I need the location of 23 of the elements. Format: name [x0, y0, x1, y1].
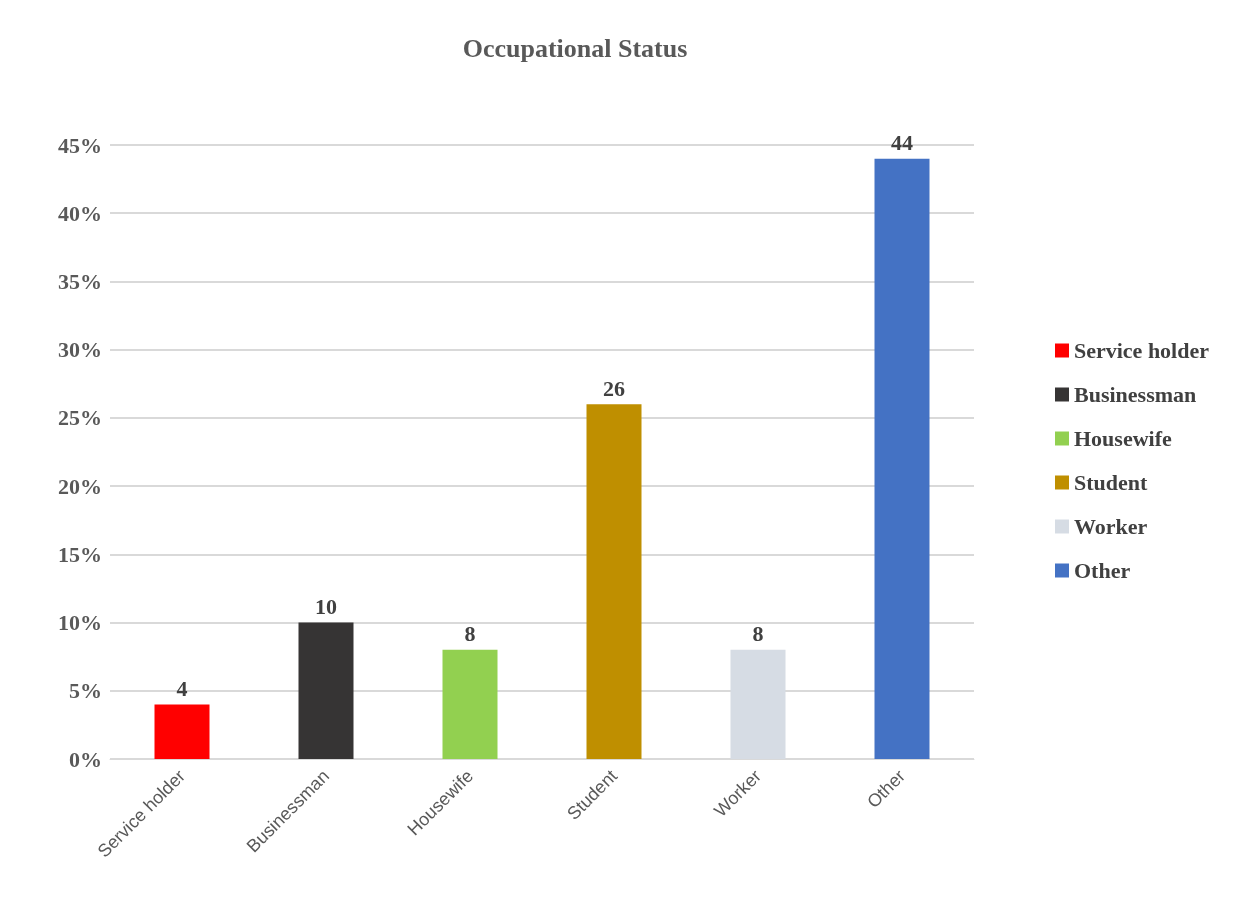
data-label: 8 — [752, 621, 764, 647]
y-tick-label: 20% — [58, 473, 102, 499]
y-tick-label: 45% — [58, 132, 102, 158]
data-label: 8 — [464, 621, 476, 647]
legend-label: Businessman — [1073, 382, 1197, 407]
y-tick-label: 25% — [58, 405, 102, 431]
legend-label: Other — [1073, 558, 1131, 583]
y-tick-label: 0% — [69, 746, 102, 772]
data-label: 26 — [603, 375, 625, 401]
y-tick-label: 35% — [58, 268, 102, 294]
y-tick-label: 40% — [58, 200, 102, 226]
data-label: 10 — [315, 594, 337, 620]
y-tick-label: 30% — [58, 337, 102, 363]
chart-title: Occupational Status — [462, 33, 688, 63]
legend-label: Worker — [1073, 514, 1148, 539]
legend-label: Housewife — [1073, 426, 1172, 451]
y-tick-label: 5% — [69, 678, 102, 704]
data-label: 44 — [891, 130, 913, 156]
y-tick-label: 15% — [58, 541, 102, 567]
data-label: 4 — [176, 675, 188, 701]
y-tick-label: 10% — [58, 610, 102, 636]
legend-label: Student — [1073, 470, 1149, 495]
legend-label: Service holder — [1073, 338, 1210, 363]
